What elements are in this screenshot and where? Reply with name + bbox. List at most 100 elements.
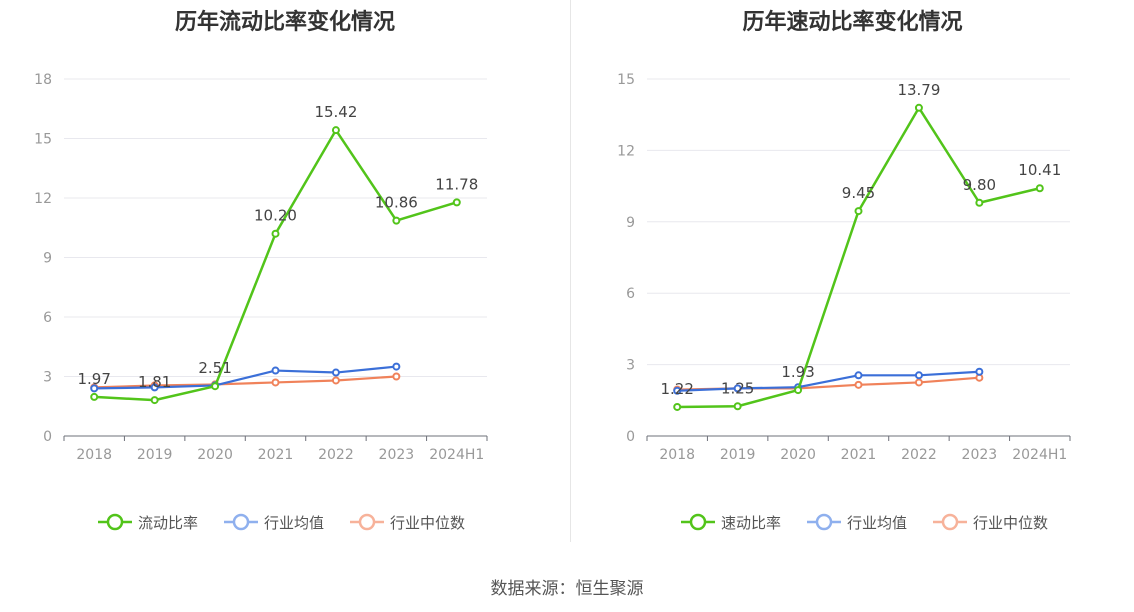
data-point (211, 382, 220, 391)
data-point (271, 378, 280, 387)
legend-item: 行业均值 (807, 513, 907, 532)
series-line (94, 128, 458, 402)
data-point (673, 402, 682, 411)
data-label: 10.41 (1018, 161, 1061, 179)
x-tick-label: 2024H1 (1012, 447, 1067, 463)
y-tick-label: 18 (34, 72, 52, 88)
x-tick-label: 2023 (379, 447, 415, 463)
data-label: 1.97 (78, 370, 111, 388)
legend-item: 行业均值 (224, 513, 324, 532)
data-point (854, 380, 863, 389)
quick-ratio-chart: 0 3 6 9 12 15 2018 2019 2020 2021 2022 2023 2024H1 1.… (617, 72, 1071, 532)
panel-divider (570, 0, 571, 542)
data-point (331, 376, 340, 385)
y-tick-label: 6 (626, 286, 635, 302)
data-point (331, 368, 340, 377)
legend-marker-icon (941, 513, 959, 531)
y-tick-label: 9 (626, 215, 635, 231)
legend-item: 行业中位数 (350, 513, 465, 532)
y-tick-label: 9 (43, 251, 52, 267)
data-label: 1.22 (661, 380, 694, 398)
data-source-note: 数据来源：恒生聚源 (490, 579, 644, 599)
series-line (677, 370, 980, 392)
x-tick-label: 2020 (197, 447, 233, 463)
data-label: 9.80 (963, 176, 996, 194)
y-tick-label: 12 (617, 143, 635, 159)
data-point (794, 386, 803, 395)
legend-label: 流动比率 (138, 514, 198, 532)
data-point (975, 367, 984, 376)
chart-title: 历年流动比率变化情况 (174, 10, 395, 35)
data-point (452, 198, 461, 207)
legend-label: 行业均值 (264, 514, 324, 532)
data-point (854, 207, 863, 216)
legend-item: 行业中位数 (933, 513, 1048, 532)
x-tick-label: 2020 (780, 447, 816, 463)
x-tick-label: 2019 (137, 447, 173, 463)
data-point (392, 362, 401, 371)
data-point (733, 402, 742, 411)
data-point (90, 392, 99, 401)
series-line (94, 375, 397, 389)
y-tick-label: 0 (43, 429, 52, 445)
data-point (975, 198, 984, 207)
legend-item: 速动比率 (681, 513, 781, 532)
legend-label: 行业中位数 (973, 514, 1048, 532)
data-point (392, 216, 401, 225)
data-point (271, 366, 280, 375)
data-point (854, 371, 863, 380)
legend-item: 流动比率 (98, 513, 198, 532)
right-chart-panel: 历年速动比率变化情况 0 3 6 9 12 15 2018 2019 2020 2021 2022 2… (571, 0, 1134, 560)
data-point (150, 383, 159, 392)
data-point (914, 378, 923, 387)
legend-marker-icon (106, 513, 124, 531)
data-label: 13.79 (897, 81, 940, 99)
data-label: 11.78 (435, 175, 478, 193)
x-tick-label: 2018 (659, 447, 695, 463)
x-tick-label: 2018 (76, 447, 112, 463)
data-label: 1.25 (721, 379, 754, 397)
legend-label: 行业中位数 (390, 514, 465, 532)
x-tick-label: 2021 (258, 447, 294, 463)
chart-title: 历年速动比率变化情况 (742, 10, 963, 35)
y-tick-label: 15 (34, 132, 52, 148)
series-line (94, 365, 397, 390)
x-tick-label: 2022 (318, 447, 354, 463)
x-tick-label: 2024H1 (429, 447, 484, 463)
y-tick-label: 3 (43, 370, 52, 386)
data-label: 10.86 (375, 194, 418, 212)
data-point (90, 384, 99, 393)
legend-marker-icon (689, 513, 707, 531)
legend-marker-icon (232, 513, 250, 531)
data-point (914, 371, 923, 380)
data-point (392, 372, 401, 381)
data-label: 15.42 (314, 103, 357, 121)
y-tick-label: 6 (43, 310, 52, 326)
data-label: 1.81 (138, 373, 171, 391)
data-point (150, 396, 159, 405)
data-point (914, 103, 923, 112)
y-tick-label: 0 (626, 429, 635, 445)
data-label: 10.20 (254, 207, 297, 225)
x-tick-label: 2019 (720, 447, 756, 463)
data-label: 1.93 (781, 363, 814, 381)
data-label: 9.45 (842, 184, 875, 202)
series-line (677, 106, 1041, 409)
y-tick-label: 15 (617, 72, 635, 88)
y-tick-label: 3 (626, 358, 635, 374)
x-tick-label: 2021 (841, 447, 877, 463)
data-point (733, 384, 742, 393)
y-tick-label: 12 (34, 191, 52, 207)
x-tick-label: 2022 (901, 447, 937, 463)
legend-label: 速动比率 (721, 514, 781, 532)
x-tick-label: 2023 (962, 447, 998, 463)
data-point (1035, 184, 1044, 193)
legend-marker-icon (815, 513, 833, 531)
data-label: 2.51 (198, 359, 231, 377)
left-chart-panel: 历年流动比率变化情况 0 3 6 9 12 15 18 2018 2019 2020 2021 202… (0, 0, 570, 560)
data-point (331, 126, 340, 135)
legend-marker-icon (358, 513, 376, 531)
data-point (673, 386, 682, 395)
legend-label: 行业均值 (847, 514, 907, 532)
current-ratio-chart: 0 3 6 9 12 15 18 2018 2019 2020 2021 2022 2023 2024H1… (34, 72, 488, 532)
